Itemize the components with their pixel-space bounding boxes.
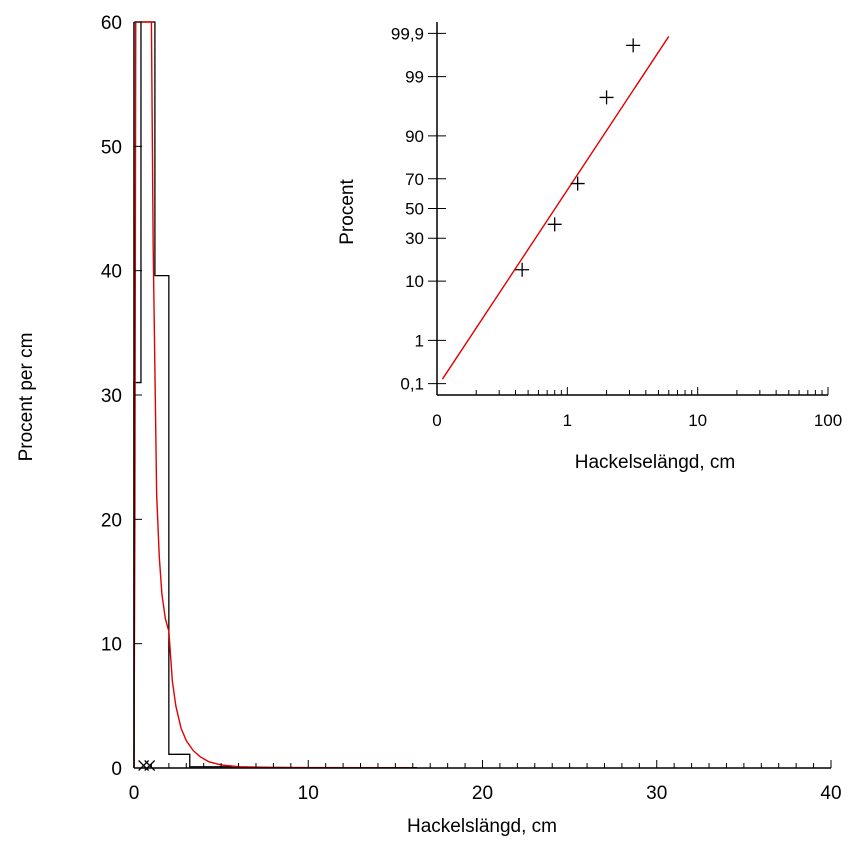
y-axis-label: Procent per cm xyxy=(16,333,37,462)
inset-x-tick-label: 100 xyxy=(814,411,842,430)
inset-y-tick-label: 50 xyxy=(405,200,424,219)
inset-x-tick-label: 0 xyxy=(432,411,441,430)
inset-y-tick-label: 30 xyxy=(405,229,424,248)
fit-curve xyxy=(133,21,413,769)
y-tick-label: 0 xyxy=(111,759,122,780)
y-tick-label: 30 xyxy=(101,386,122,407)
inset-x-tick-label: 10 xyxy=(688,411,707,430)
inset-data-point xyxy=(547,217,562,232)
inset-x-axis-label: Hackelselängd, cm xyxy=(575,452,736,473)
x-tick-label: 30 xyxy=(646,783,667,804)
inset-fit-line xyxy=(441,36,670,380)
histogram-steps xyxy=(133,21,417,769)
x-tick-label: 0 xyxy=(129,783,140,804)
inset-data-point xyxy=(570,176,585,191)
inset-probability-chart: 0 1 10 100 0,1 1 10 30 50 70 90 99 99,9 Hackelselängd… xyxy=(337,22,842,473)
inset-y-tick-label: 10 xyxy=(405,272,424,291)
data-marker xyxy=(144,760,156,771)
inset-y-tick-label: 0,1 xyxy=(400,375,424,394)
x-axis-label: Hackelslängd, cm xyxy=(407,816,557,837)
inset-x-tick-label: 1 xyxy=(563,411,572,430)
x-tick-label: 10 xyxy=(298,783,319,804)
inset-data-point xyxy=(515,262,530,277)
y-tick-label: 10 xyxy=(101,635,122,656)
inset-y-tick-label: 90 xyxy=(405,127,424,146)
inset-y-tick-label: 1 xyxy=(415,331,424,350)
y-tick-label: 20 xyxy=(101,510,122,531)
inset-y-tick-label: 99 xyxy=(405,68,424,87)
inset-y-tick-label: 99,9 xyxy=(391,24,424,43)
inset-y-axis-label: Procent xyxy=(337,179,358,245)
inset-y-tick-label: 70 xyxy=(405,170,424,189)
inset-data-point xyxy=(626,38,641,53)
x-tick-label: 20 xyxy=(472,783,493,804)
inset-data-point xyxy=(599,90,614,105)
x-tick-label: 40 xyxy=(820,783,841,804)
y-tick-label: 60 xyxy=(101,13,122,34)
y-tick-label: 40 xyxy=(101,262,122,283)
y-tick-label: 50 xyxy=(101,137,122,158)
